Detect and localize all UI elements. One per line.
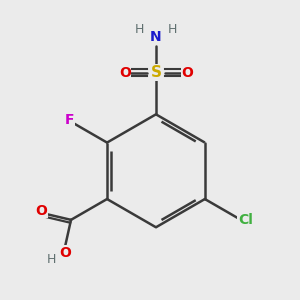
Text: F: F — [65, 113, 74, 127]
Text: H: H — [168, 23, 177, 36]
Text: Cl: Cl — [238, 213, 253, 227]
Text: S: S — [150, 65, 161, 80]
Text: N: N — [150, 30, 162, 44]
Text: O: O — [181, 66, 193, 80]
Text: H: H — [47, 254, 56, 266]
Text: O: O — [119, 66, 131, 80]
Text: O: O — [35, 204, 47, 218]
Text: O: O — [59, 245, 71, 260]
Text: H: H — [135, 23, 144, 36]
